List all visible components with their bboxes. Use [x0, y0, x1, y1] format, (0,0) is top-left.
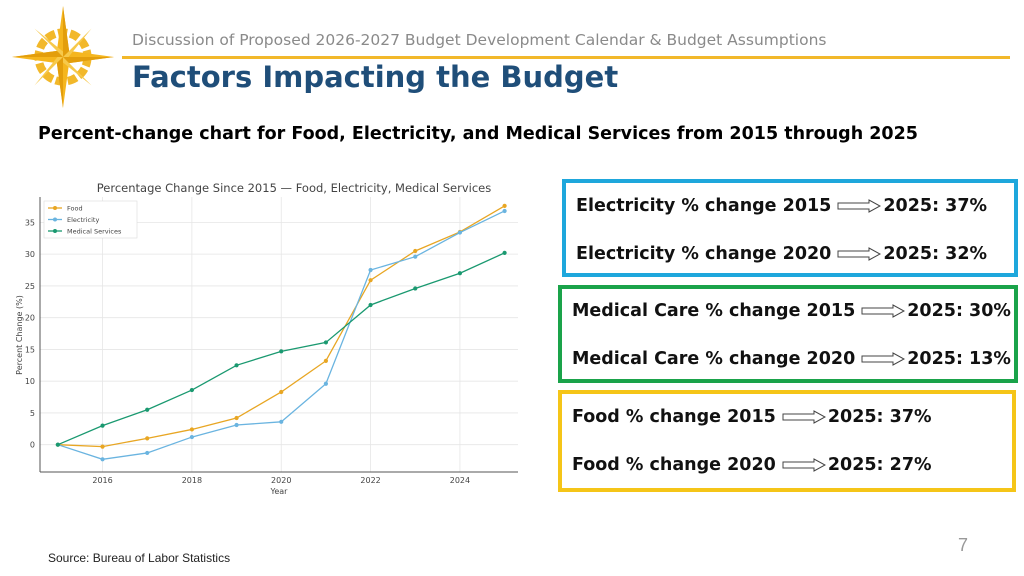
medical-care-box: Medical Care % change 2015 2025: 30% Medi… — [558, 285, 1018, 383]
x-tick-label: 2024 — [450, 476, 470, 485]
arrow-right-icon — [861, 352, 906, 366]
data-point — [279, 349, 284, 354]
data-point — [189, 387, 194, 393]
data-point — [100, 457, 105, 462]
data-point — [145, 407, 150, 412]
data-point — [368, 278, 373, 283]
electricity-box: Electricity % change 2015 2025: 37% Elect… — [562, 179, 1018, 277]
source-note: Source: Bureau of Labor Statistics — [48, 551, 231, 565]
arrow-right-icon — [837, 247, 882, 261]
value: 2025: 30% — [907, 301, 1011, 321]
value: 2025: 37% — [883, 196, 988, 216]
data-point — [279, 389, 284, 395]
data-point — [279, 419, 284, 424]
legend-label: Food — [67, 205, 83, 213]
data-point — [145, 436, 150, 441]
label: Food % change 2015 — [572, 407, 776, 427]
x-tick-label: 2020 — [271, 476, 291, 485]
label: Food % change 2020 — [572, 455, 776, 475]
y-tick-label: 30 — [25, 250, 35, 259]
data-point — [502, 208, 507, 214]
chart-title: Percentage Change Since 2015 — Food, Ele… — [97, 181, 491, 195]
data-point — [234, 415, 239, 421]
data-point — [413, 248, 418, 254]
electricity-2015-line: Electricity % change 2015 2025: 37% — [576, 194, 987, 218]
electricity-2020-line: Electricity % change 2020 2025: 32% — [576, 242, 987, 266]
data-point — [145, 450, 150, 456]
label: Electricity % change 2020 — [576, 244, 832, 264]
value: 2025: 32% — [883, 244, 988, 264]
label: Electricity % change 2015 — [576, 196, 832, 216]
food-2015-line: Food % change 2015 2025: 37% — [572, 405, 932, 429]
y-tick-label: 35 — [25, 218, 35, 227]
food-box: Food % change 2015 2025: 37% Food % chang… — [558, 390, 1016, 492]
line-chart: Percentage Change Since 2015 — Food, Ele… — [15, 181, 518, 496]
legend-marker — [53, 206, 57, 210]
page-number: 7 — [958, 535, 969, 555]
x-tick-label: 2022 — [360, 476, 380, 485]
y-tick-label: 5 — [30, 409, 35, 418]
value: 2025: 27% — [827, 455, 932, 475]
legend-label: Medical Services — [67, 228, 122, 236]
data-point — [368, 267, 373, 273]
data-point — [100, 444, 105, 449]
legend-label: Electricity — [67, 216, 99, 224]
medical-2020-line: Medical Care % change 2020 2025: 13% — [572, 347, 1011, 371]
data-point — [234, 422, 239, 428]
value: 2025: 13% — [907, 349, 1011, 369]
x-tick-label: 2016 — [92, 476, 112, 485]
data-point — [502, 203, 507, 208]
data-point — [189, 427, 194, 432]
arrow-right-icon — [782, 458, 826, 472]
y-tick-label: 0 — [30, 441, 35, 450]
y-axis-label: Percent Change (%) — [15, 295, 24, 375]
data-point — [55, 442, 60, 447]
header-divider — [122, 56, 1010, 59]
y-tick-label: 10 — [25, 377, 35, 386]
arrow-right-icon — [837, 199, 882, 213]
arrow-right-icon — [861, 304, 906, 318]
data-point — [323, 381, 329, 386]
y-tick-label: 25 — [25, 282, 35, 291]
compass-star-logo — [12, 6, 114, 108]
data-point — [100, 423, 105, 428]
data-point — [413, 254, 418, 259]
data-point — [323, 358, 329, 363]
label: Medical Care % change 2015 — [572, 301, 856, 321]
value: 2025: 37% — [827, 407, 932, 427]
food-2020-line: Food % change 2020 2025: 27% — [572, 453, 932, 477]
x-tick-label: 2018 — [182, 476, 202, 485]
data-point — [457, 230, 463, 235]
data-point — [413, 286, 418, 291]
medical-2015-line: Medical Care % change 2015 2025: 30% — [572, 299, 1011, 323]
arrow-right-icon — [782, 410, 826, 424]
y-tick-label: 20 — [25, 314, 35, 323]
slide-title: Factors Impacting the Budget — [132, 60, 619, 94]
legend-marker — [53, 217, 57, 222]
data-point — [457, 271, 463, 276]
data-point — [502, 250, 507, 255]
legend-marker — [53, 229, 57, 233]
data-point — [189, 434, 194, 440]
label: Medical Care % change 2020 — [572, 349, 856, 369]
slide-subtitle: Discussion of Proposed 2026-2027 Budget … — [132, 31, 827, 49]
data-point — [234, 363, 239, 368]
y-tick-label: 15 — [25, 345, 35, 354]
x-axis-label: Year — [270, 487, 289, 496]
data-point — [368, 302, 373, 308]
chart-heading: Percent-change chart for Food, Electrici… — [38, 124, 918, 144]
data-point — [323, 340, 329, 345]
